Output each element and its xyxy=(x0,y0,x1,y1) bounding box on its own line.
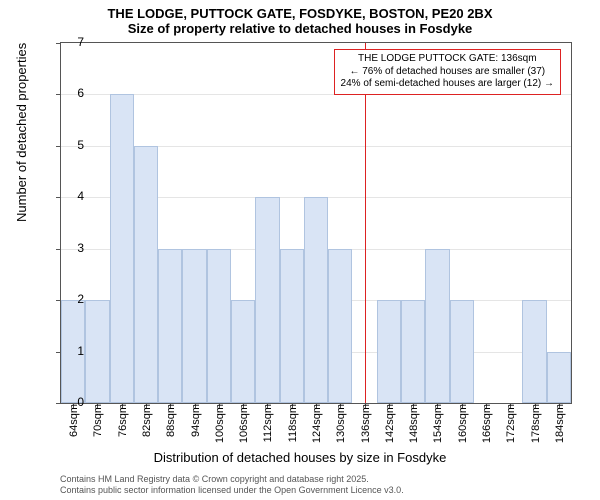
ytick-label: 1 xyxy=(64,344,84,358)
gridline xyxy=(61,94,571,95)
y-axis-label: Number of detached properties xyxy=(14,43,29,222)
histogram-bar xyxy=(207,249,231,403)
ytick-label: 6 xyxy=(64,86,84,100)
chart-title-line2: Size of property relative to detached ho… xyxy=(0,21,600,40)
ytick-label: 5 xyxy=(64,138,84,152)
plot-wrapper: THE LODGE PUTTOCK GATE: 136sqm← 76% of d… xyxy=(60,42,570,402)
ytick-label: 3 xyxy=(64,241,84,255)
histogram-bar xyxy=(547,352,571,403)
ytick-mark xyxy=(56,94,61,95)
footer-line2: Contains public sector information licen… xyxy=(60,485,404,496)
histogram-bar xyxy=(425,249,449,403)
histogram-bar xyxy=(231,300,255,403)
histogram-bar xyxy=(280,249,304,403)
chart-title-line1: THE LODGE, PUTTOCK GATE, FOSDYKE, BOSTON… xyxy=(0,0,600,21)
annotation-box: THE LODGE PUTTOCK GATE: 136sqm← 76% of d… xyxy=(334,49,561,95)
histogram-bar xyxy=(377,300,401,403)
histogram-bar xyxy=(110,94,134,403)
ytick-mark xyxy=(56,403,61,404)
ytick-mark xyxy=(56,146,61,147)
histogram-bar xyxy=(450,300,474,403)
histogram-bar xyxy=(522,300,546,403)
ytick-label: 7 xyxy=(64,35,84,49)
chart-container: THE LODGE, PUTTOCK GATE, FOSDYKE, BOSTON… xyxy=(0,0,600,500)
annotation-line2: ← 76% of detached houses are smaller (37… xyxy=(341,66,554,79)
histogram-bar xyxy=(304,197,328,403)
ytick-mark xyxy=(56,43,61,44)
plot-area: THE LODGE PUTTOCK GATE: 136sqm← 76% of d… xyxy=(60,42,572,404)
histogram-bar xyxy=(328,249,352,403)
histogram-bar xyxy=(182,249,206,403)
histogram-bar xyxy=(255,197,279,403)
ytick-mark xyxy=(56,197,61,198)
histogram-bar xyxy=(401,300,425,403)
x-axis-label: Distribution of detached houses by size … xyxy=(0,450,600,465)
histogram-bar xyxy=(85,300,109,403)
ytick-label: 4 xyxy=(64,189,84,203)
annotation-line3: 24% of semi-detached houses are larger (… xyxy=(341,78,554,91)
footer-line1: Contains HM Land Registry data © Crown c… xyxy=(60,474,404,485)
ytick-mark xyxy=(56,249,61,250)
histogram-bar xyxy=(134,146,158,403)
annotation-line1: THE LODGE PUTTOCK GATE: 136sqm xyxy=(341,53,554,66)
footer-text: Contains HM Land Registry data © Crown c… xyxy=(60,474,404,496)
histogram-bar xyxy=(158,249,182,403)
ytick-label: 2 xyxy=(64,292,84,306)
marker-line xyxy=(365,43,366,403)
